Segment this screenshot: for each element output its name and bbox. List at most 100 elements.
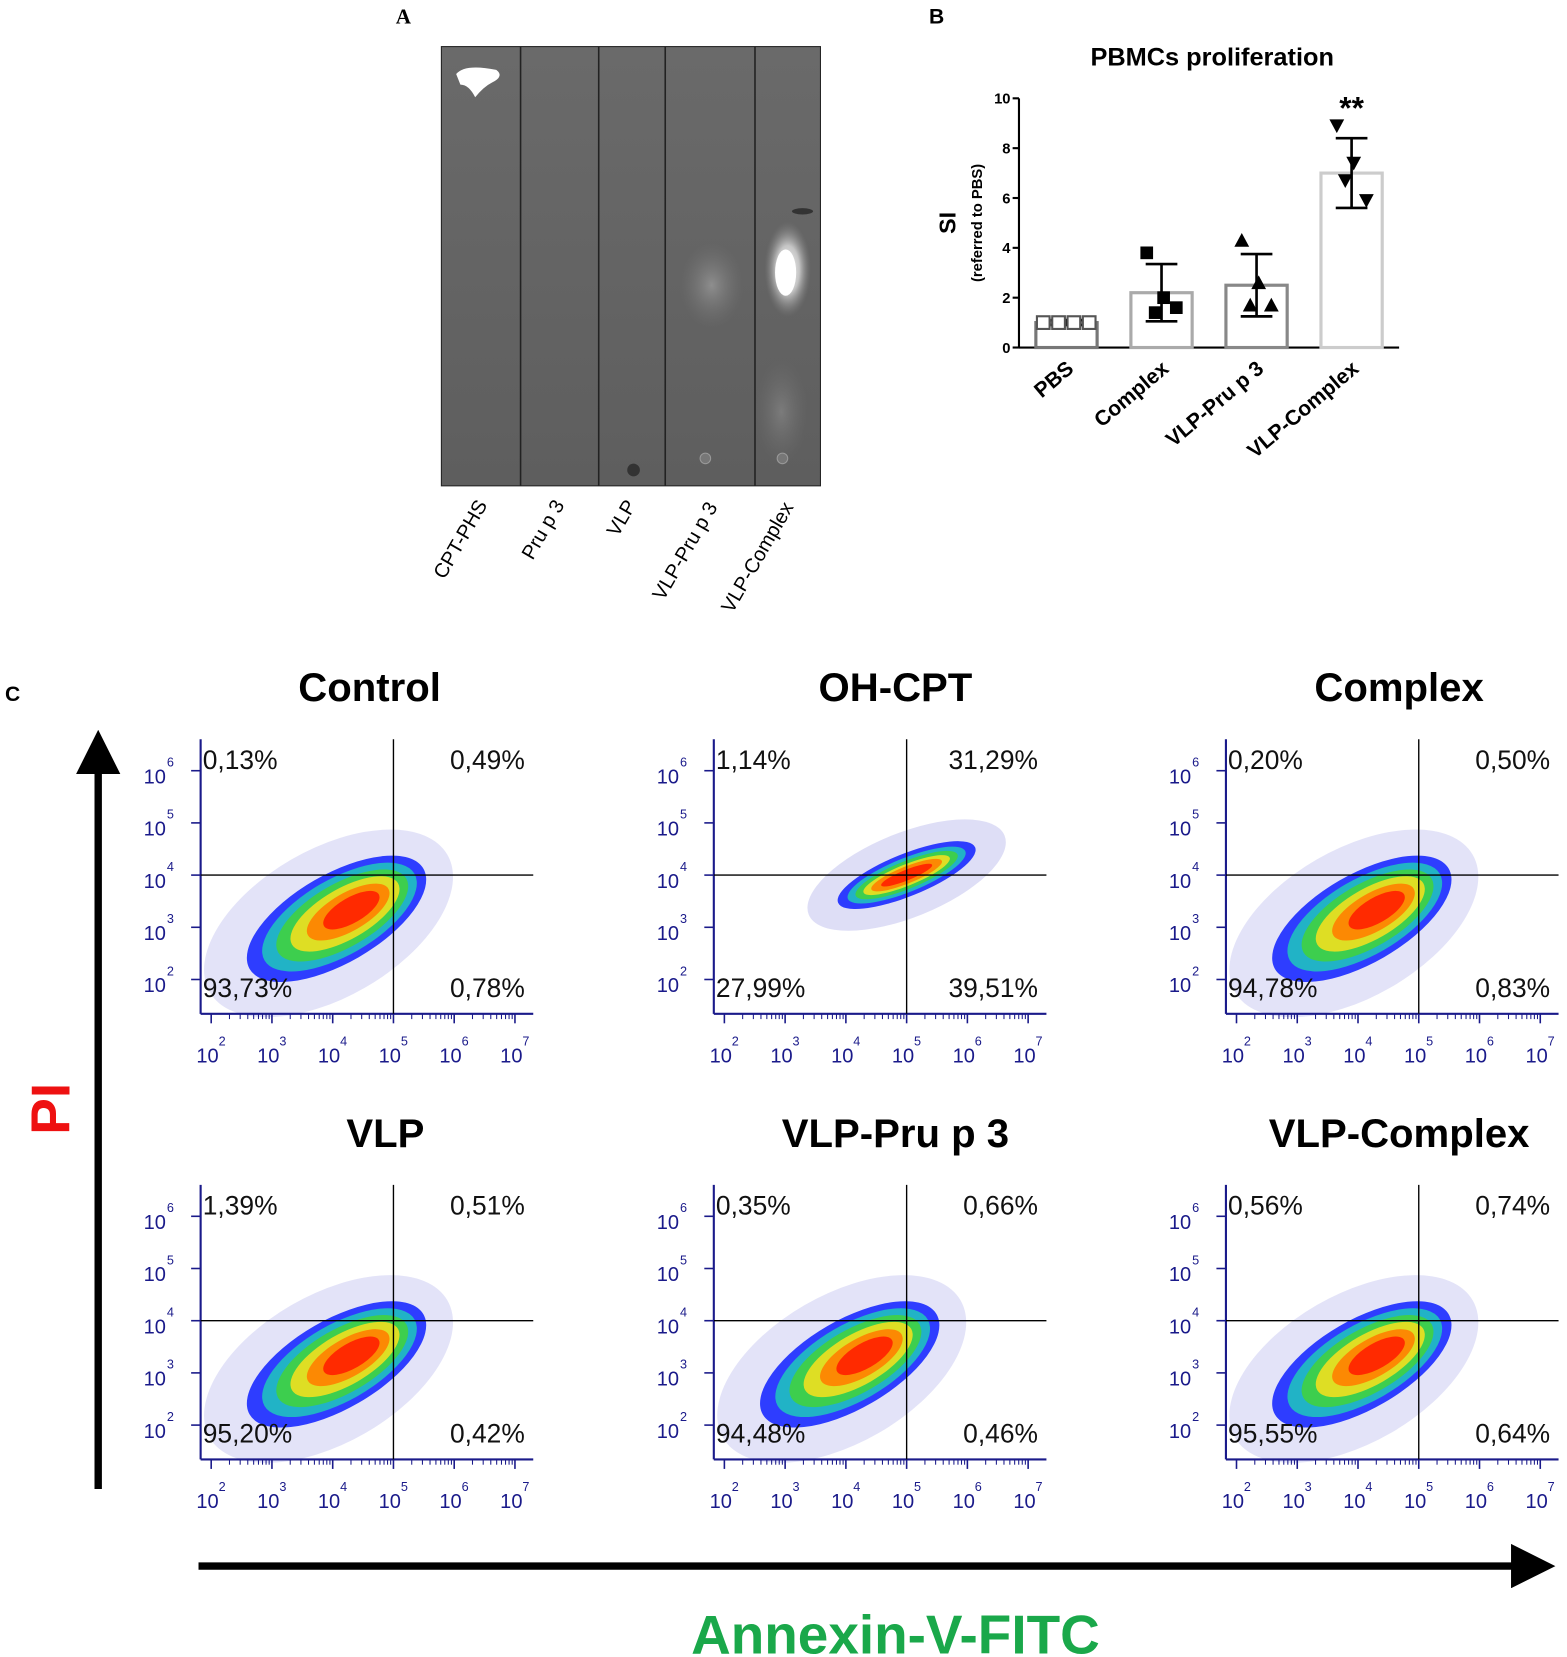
y-tick-sup: 4: [680, 860, 687, 874]
x-tick-sup: 3: [793, 1480, 800, 1494]
x-tick-label: 10: [500, 1491, 522, 1513]
y-tick-sup: 5: [680, 1253, 687, 1267]
y-tick-sup: 3: [1192, 912, 1199, 926]
x-tick-label: 10: [318, 1491, 340, 1513]
y-tick-sup: 3: [680, 912, 687, 926]
density-cloud: [204, 829, 454, 1018]
x-tick-sup: 5: [1426, 1480, 1433, 1494]
y-tick-label: 10: [144, 923, 166, 945]
x-tick-sup: 6: [462, 1480, 469, 1494]
x-tick-sup: 5: [401, 1034, 408, 1048]
y-tick-sup: 6: [1192, 1201, 1199, 1215]
quadrant-label: 0,46%: [963, 1419, 1038, 1449]
y-tick-sup: 2: [680, 1410, 687, 1424]
y-tick-sup: 5: [1192, 808, 1199, 822]
data-point: [1169, 301, 1183, 314]
y-tick-sup: 3: [1192, 1358, 1199, 1372]
y-tick-label: 10: [144, 1212, 166, 1234]
plot-title: VLP: [346, 1111, 424, 1156]
x-tick-label: 10: [439, 1491, 461, 1513]
x-tick-label: 10: [892, 1491, 914, 1513]
x-tick-sup: 4: [853, 1034, 860, 1048]
y-tick-sup: 2: [1192, 1410, 1199, 1424]
y-tick-label: 10: [144, 871, 166, 893]
x-tick-label: 10: [1343, 1045, 1365, 1067]
data-point: [1148, 306, 1162, 319]
x-tick-label: 10: [831, 1491, 853, 1513]
quadrant-label: 31,29%: [949, 745, 1038, 775]
x-tick-label: 10: [1282, 1045, 1304, 1067]
y-tick-label: 10: [1169, 1316, 1191, 1338]
x-tick-sup: 7: [1548, 1034, 1555, 1048]
lane-label: VLP-Pru p 3: [649, 498, 723, 604]
y-tick-sup: 2: [680, 964, 687, 978]
y-tick-label: 10: [144, 819, 166, 841]
quadrant-label: 0,74%: [1475, 1190, 1550, 1220]
quadrant-label: 0,13%: [203, 745, 278, 775]
panel-letter: A: [396, 4, 412, 28]
plot-title: Control: [298, 665, 441, 710]
x-tick-sup: 6: [975, 1034, 982, 1048]
x-tick-label: 10: [1404, 1045, 1426, 1067]
x-tick-label: 10: [1465, 1045, 1487, 1067]
y-tick-sup: 2: [1192, 964, 1199, 978]
quadrant-label: 0,20%: [1228, 745, 1303, 775]
error-bar: [1335, 136, 1368, 210]
x-tick-sup: 3: [1305, 1034, 1312, 1048]
quadrant-label: 39,51%: [949, 973, 1038, 1003]
x-tick-sup: 7: [1548, 1480, 1555, 1494]
y-tick-label: 10: [144, 1264, 166, 1286]
data-point: [1337, 174, 1353, 188]
data-point: [1157, 291, 1170, 305]
x-tick-sup: 6: [975, 1480, 982, 1494]
x-tick-sup: 2: [1244, 1034, 1251, 1048]
x-tick-label: 10: [1282, 1491, 1304, 1513]
x-tick-sup: 3: [793, 1034, 800, 1048]
y-tick-label: 4: [1002, 241, 1011, 257]
x-tick-label: 10: [1222, 1491, 1244, 1513]
y-tick-sup: 6: [1192, 755, 1199, 769]
y-tick-label: 10: [657, 1421, 679, 1443]
x-tick-label: 10: [710, 1491, 732, 1513]
y-tick-label: 10: [657, 975, 679, 997]
y-tick-sup: 3: [167, 912, 174, 926]
y-tick-sup: 5: [167, 808, 174, 822]
x-tick-label: 10: [1525, 1491, 1547, 1513]
x-tick-label: 10: [500, 1045, 522, 1067]
y-tick-sup: 4: [167, 860, 174, 874]
y-tick-label: 10: [1169, 766, 1191, 788]
y-tick-label: 10: [1169, 819, 1191, 841]
density-cloud: [1229, 1275, 1479, 1463]
x-tick-sup: 5: [401, 1480, 408, 1494]
x-tick-sup: 5: [914, 1480, 921, 1494]
quadrant-label: 0,35%: [716, 1190, 791, 1220]
y-tick-label: 8: [1002, 141, 1010, 157]
data-point: [1242, 297, 1258, 312]
data-point: [1081, 315, 1097, 330]
x-tick-sup: 6: [462, 1034, 469, 1048]
x-tick-label: 10: [439, 1045, 461, 1067]
x-tick-sup: 6: [1487, 1480, 1494, 1494]
x-tick-label: 10: [1222, 1045, 1244, 1067]
data-point: [1140, 246, 1154, 260]
quadrant-label: 0,51%: [450, 1190, 525, 1220]
x-tick-label: 10: [379, 1045, 401, 1067]
y-tick-sup: 5: [167, 1253, 174, 1267]
x-tick-label: 10: [196, 1491, 218, 1513]
x-tick-sup: 4: [340, 1034, 347, 1048]
gel-image: [440, 46, 821, 487]
x-tick-label: Complex: [1090, 357, 1173, 432]
panel-letter: C: [5, 683, 20, 706]
y-tick-sup: 2: [167, 1410, 174, 1424]
x-tick-label: 10: [953, 1045, 975, 1067]
density-layer: [323, 890, 380, 930]
x-tick-label: 10: [770, 1491, 792, 1513]
x-tick-label: 10: [770, 1045, 792, 1067]
y-axis-label: SI: [935, 212, 961, 234]
lane-label: VLP-Complex: [718, 498, 799, 616]
lane-label: CPT-PHS: [430, 496, 492, 582]
x-tick-label: PBS: [1030, 357, 1078, 403]
x-tick-sup: 2: [732, 1034, 739, 1048]
x-tick-sup: 3: [279, 1480, 286, 1494]
x-tick-label: 10: [1343, 1491, 1365, 1513]
